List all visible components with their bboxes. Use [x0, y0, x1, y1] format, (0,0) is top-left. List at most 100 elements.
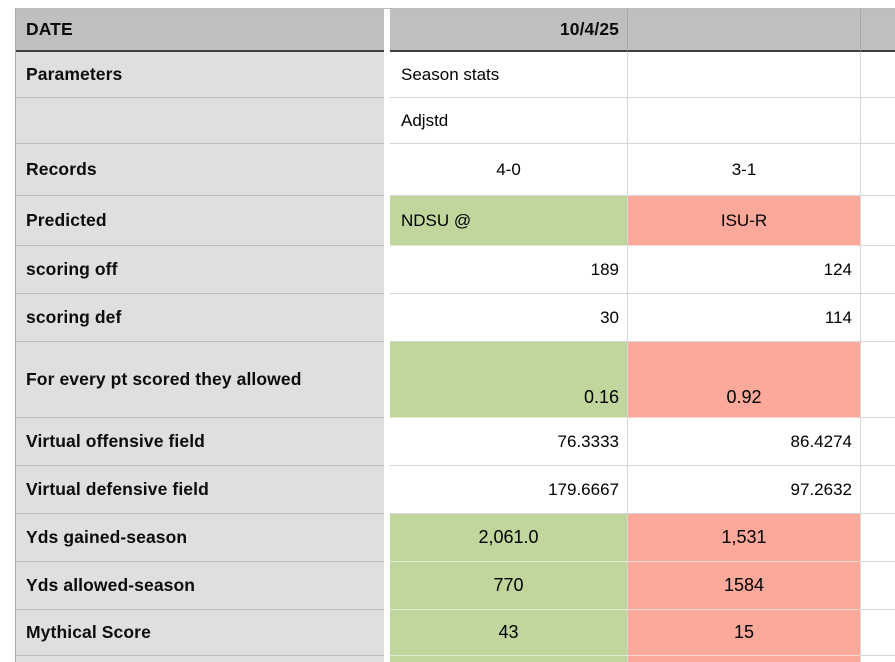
row-label: Yds gained-season [26, 527, 188, 548]
value-cell[interactable]: 0.16 [390, 342, 628, 418]
table-row: Virtual offensive field 76.3333 86.4274 [16, 418, 895, 466]
value-cell[interactable]: Season stats [390, 52, 628, 98]
table-row: Yds gained-season 2,061.0 1,531 [16, 514, 895, 562]
row-label: scoring def [26, 307, 122, 328]
value-cell[interactable] [861, 562, 895, 610]
cell-value: 124 [823, 259, 852, 279]
row-label-cell[interactable]: Yds gained-season [16, 514, 384, 562]
value-cell[interactable]: 43 [390, 610, 628, 656]
value-cell[interactable]: 86.4274 [628, 418, 861, 466]
table-row: Virtual defensive field 179.6667 97.2632 [16, 466, 895, 514]
value-cell[interactable] [861, 294, 895, 342]
row-label: Yds allowed-season [26, 575, 196, 596]
cell-value: 114 [824, 307, 852, 327]
value-cell[interactable]: 114 [628, 294, 861, 342]
row-label: scoring off [26, 259, 118, 280]
value-cell[interactable]: Adjstd [390, 98, 628, 144]
value-cell[interactable] [861, 144, 895, 196]
row-label-cell[interactable]: scoring def [16, 294, 384, 342]
value-cell[interactable]: 0.92 [628, 342, 861, 418]
cell-value: 770 [493, 575, 524, 595]
cell-value: 189 [590, 259, 619, 279]
cell-value: 86.4274 [790, 431, 852, 451]
value-cell[interactable]: 189 [390, 246, 628, 294]
row-label-cell[interactable]: Records [16, 144, 384, 196]
header-date-label-cell[interactable]: DATE [16, 9, 384, 52]
value-cell[interactable]: 770 [390, 562, 628, 610]
value-cell[interactable] [861, 418, 895, 466]
header-row: DATE 10/4/25 [16, 9, 895, 52]
predicted-home-team-cell[interactable]: NDSU @ [390, 196, 628, 246]
cell-value: 76.3333 [557, 431, 619, 451]
table-row: scoring off 189 124 [16, 246, 895, 294]
row-label-cell[interactable]: Yds allowed-season [16, 562, 384, 610]
table-row: Mythical Score 43 15 [16, 610, 895, 656]
value-cell[interactable]: 179.6667 [390, 466, 628, 514]
row-label: Predicted [26, 210, 107, 231]
cell-value: 1,531 [721, 527, 767, 547]
cell-value: NDSU @ [401, 210, 472, 230]
row-label-cell[interactable]: Mythical Score [16, 610, 384, 656]
row-label: Virtual offensive field [26, 431, 205, 452]
value-cell[interactable] [861, 52, 895, 98]
table-row: For every pt scored they allowed 0.16 0.… [16, 342, 895, 418]
cell-value: Season stats [401, 64, 500, 84]
predicted-away-team-cell[interactable]: ISU-R [628, 196, 861, 246]
value-cell[interactable] [628, 98, 861, 144]
header-date-value-cell[interactable]: 10/4/25 [390, 9, 628, 52]
value-cell[interactable]: 30 [390, 294, 628, 342]
value-cell[interactable] [861, 98, 895, 144]
value-cell[interactable]: 97.2632 [628, 466, 861, 514]
row-label: Mythical Score [26, 622, 151, 643]
value-cell[interactable] [861, 246, 895, 294]
row-label: For every pt scored they allowed [26, 369, 302, 390]
partial-row [16, 656, 895, 662]
cell-value: Adjstd [401, 110, 449, 130]
row-label-cell[interactable] [16, 98, 384, 144]
value-cell[interactable] [861, 196, 895, 246]
table-row: Yds allowed-season 770 1584 [16, 562, 895, 610]
value-cell[interactable] [861, 656, 895, 662]
value-cell[interactable]: 3-1 [628, 144, 861, 196]
spreadsheet: DATE 10/4/25 Parameters Season stats Adj… [15, 8, 895, 662]
value-cell[interactable] [861, 514, 895, 562]
value-cell[interactable]: 76.3333 [390, 418, 628, 466]
value-cell[interactable] [390, 656, 628, 662]
row-label: Parameters [26, 64, 123, 85]
header-empty-cell[interactable] [861, 9, 895, 52]
row-label-cell[interactable]: Virtual offensive field [16, 418, 384, 466]
cell-value: 30 [600, 307, 619, 327]
cell-value: 3-1 [731, 159, 757, 179]
header-date-label: DATE [26, 19, 73, 40]
row-label: Records [26, 159, 97, 180]
cell-value: 43 [498, 622, 519, 642]
value-cell[interactable]: 1,531 [628, 514, 861, 562]
value-cell[interactable] [861, 342, 895, 418]
row-label: Virtual defensive field [26, 479, 209, 500]
row-label-cell[interactable]: Predicted [16, 196, 384, 246]
header-empty-cell[interactable] [628, 9, 861, 52]
header-date-value: 10/4/25 [559, 19, 619, 40]
value-cell[interactable] [628, 656, 861, 662]
value-cell[interactable] [861, 466, 895, 514]
table-row: scoring def 30 114 [16, 294, 895, 342]
value-cell[interactable]: 15 [628, 610, 861, 656]
cell-value: 1584 [723, 575, 765, 595]
cell-value: 15 [733, 622, 755, 642]
value-cell[interactable]: 2,061.0 [390, 514, 628, 562]
value-cell[interactable]: 4-0 [390, 144, 628, 196]
row-label-cell[interactable] [16, 656, 384, 662]
value-cell[interactable]: 124 [628, 246, 861, 294]
row-label-cell[interactable]: For every pt scored they allowed [16, 342, 384, 418]
table-row: Predicted NDSU @ ISU-R [16, 196, 895, 246]
value-cell[interactable] [861, 610, 895, 656]
value-cell[interactable] [628, 52, 861, 98]
value-cell[interactable]: 1584 [628, 562, 861, 610]
cell-value: ISU-R [720, 210, 768, 230]
cell-value: 97.2632 [790, 479, 852, 499]
cell-value: 179.6667 [548, 479, 619, 499]
row-label-cell[interactable]: Parameters [16, 52, 384, 98]
row-label-cell[interactable]: Virtual defensive field [16, 466, 384, 514]
cell-value: 4-0 [496, 159, 521, 179]
row-label-cell[interactable]: scoring off [16, 246, 384, 294]
